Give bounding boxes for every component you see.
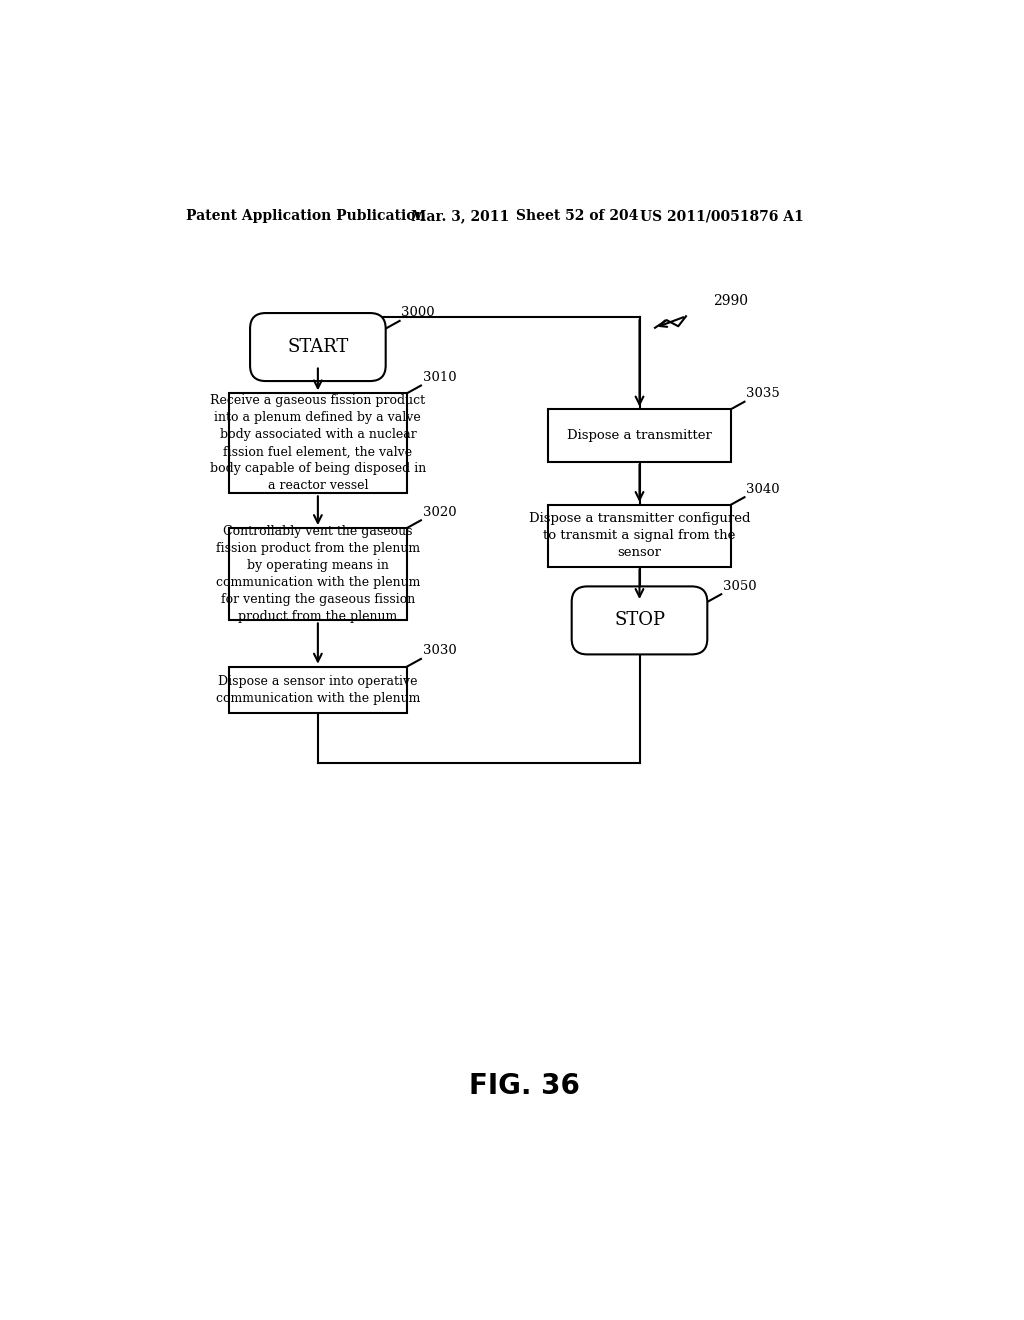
Text: 3010: 3010 (423, 371, 456, 384)
Bar (228, 528, 407, 620)
Text: Dispose a transmitter: Dispose a transmitter (567, 429, 712, 442)
Text: STOP: STOP (614, 611, 665, 630)
Text: Receive a gaseous fission product
into a plenum defined by a valve
body associat: Receive a gaseous fission product into a… (210, 395, 426, 492)
FancyBboxPatch shape (571, 586, 708, 655)
Text: 3050: 3050 (723, 579, 757, 593)
Text: 3035: 3035 (746, 387, 780, 400)
Text: 2990: 2990 (713, 294, 749, 308)
Text: Dispose a transmitter configured
to transmit a signal from the
sensor: Dispose a transmitter configured to tran… (528, 512, 751, 560)
FancyBboxPatch shape (250, 313, 386, 381)
Text: Dispose a sensor into operative
communication with the plenum: Dispose a sensor into operative communic… (216, 675, 420, 705)
Text: Controllably vent the gaseous
fission product from the plenum
by operating means: Controllably vent the gaseous fission pr… (216, 525, 420, 623)
Text: FIG. 36: FIG. 36 (469, 1072, 581, 1101)
Text: START: START (288, 338, 348, 356)
Text: Mar. 3, 2011: Mar. 3, 2011 (411, 209, 509, 223)
Bar (549, 409, 730, 462)
Text: Patent Application Publication: Patent Application Publication (186, 209, 426, 223)
Bar (549, 504, 730, 566)
Text: 3020: 3020 (423, 506, 456, 519)
Text: 3000: 3000 (401, 306, 435, 319)
Text: US 2011/0051876 A1: US 2011/0051876 A1 (640, 209, 803, 223)
Text: 3030: 3030 (423, 644, 457, 657)
Text: Sheet 52 of 204: Sheet 52 of 204 (515, 209, 638, 223)
Bar (228, 667, 407, 713)
Bar (228, 393, 407, 494)
Text: 3040: 3040 (746, 483, 779, 496)
